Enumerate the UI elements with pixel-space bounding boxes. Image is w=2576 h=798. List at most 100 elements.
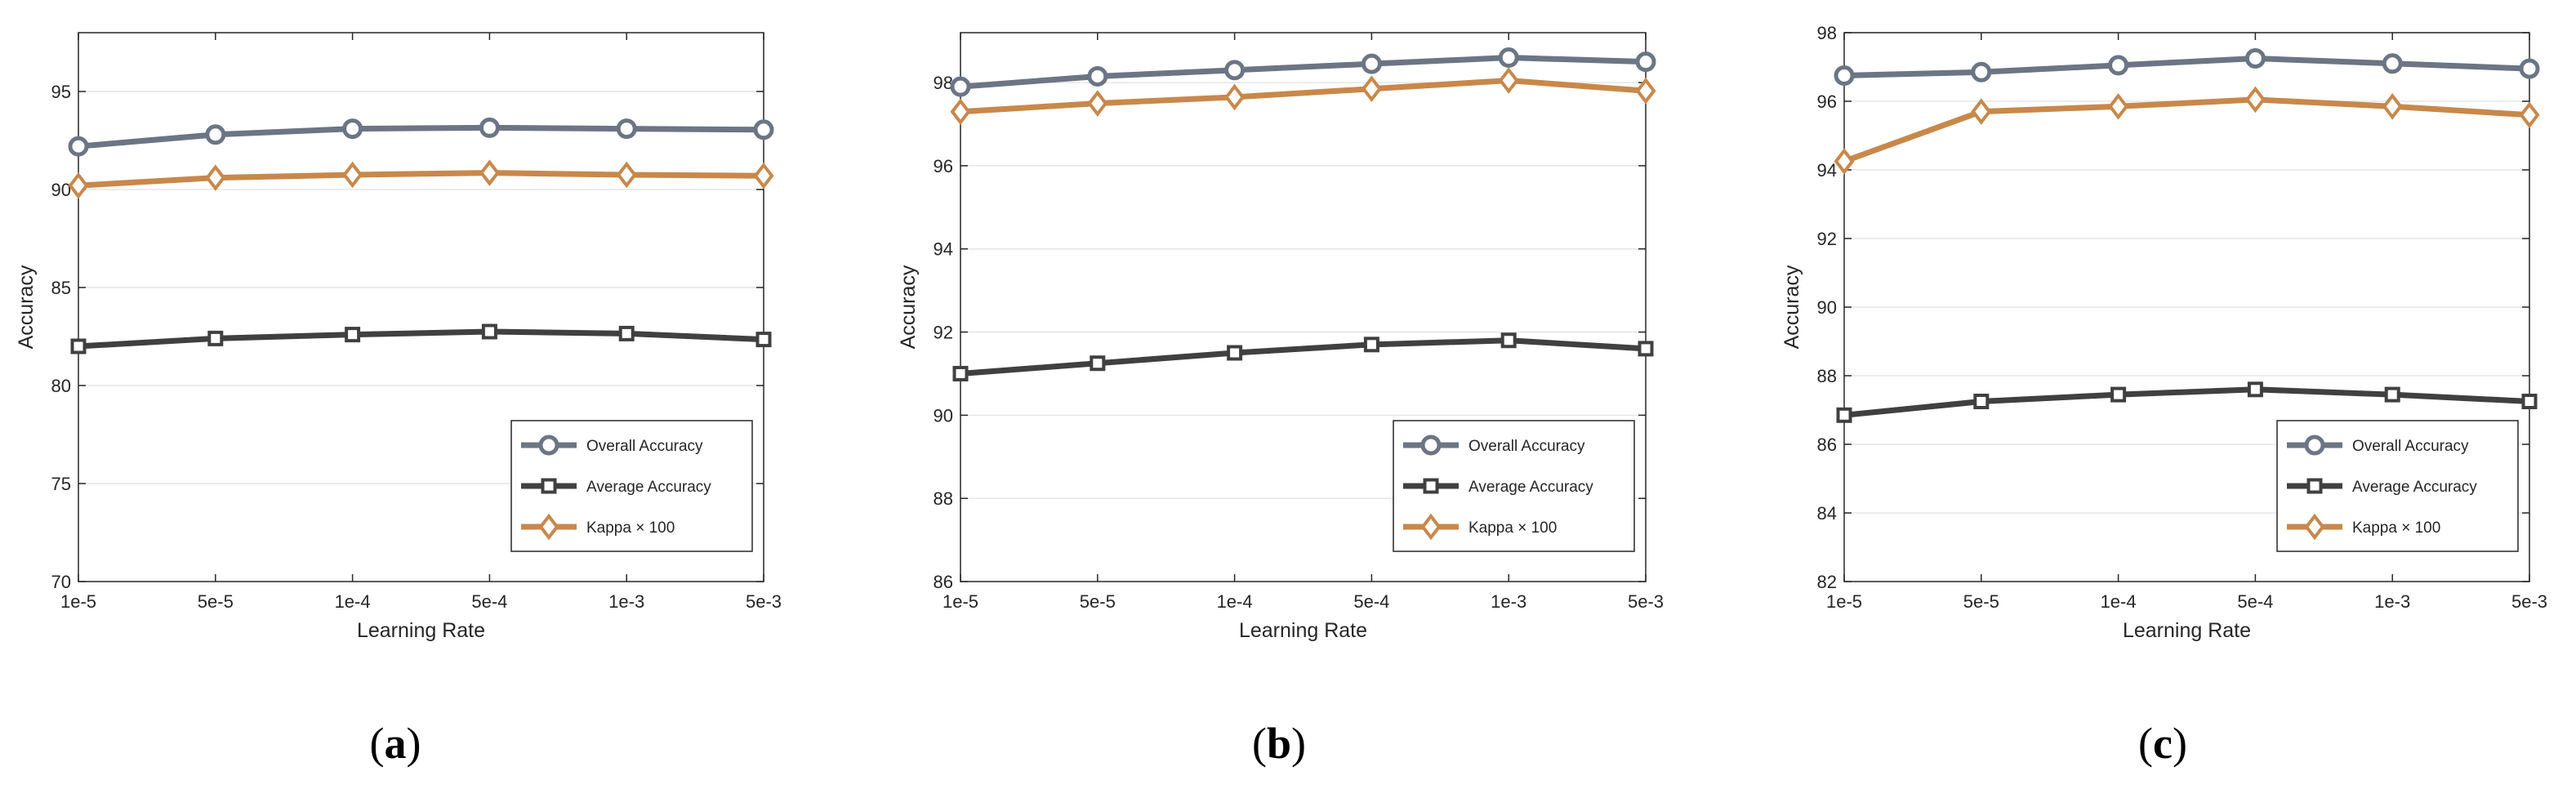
data-point — [950, 98, 971, 126]
data-point — [2244, 86, 2266, 114]
legend-marker — [2304, 513, 2325, 541]
legend: Overall Accuracy Average Accuracy Kappa × … — [1393, 420, 1635, 552]
data-point — [207, 330, 224, 346]
y-axis-label: Accuracy — [15, 265, 38, 349]
y-axis-label: Accuracy — [1780, 265, 1803, 349]
data-point — [616, 118, 637, 140]
data-point — [2382, 93, 2403, 120]
data-point — [345, 327, 361, 343]
data-point — [205, 164, 226, 191]
series-1 — [952, 332, 1654, 381]
x-axis-label: Learning Rate — [1239, 619, 1367, 642]
legend-label: Kappa × 100 — [586, 519, 675, 537]
data-point — [1087, 65, 1108, 87]
y-tick-label: 98 — [934, 73, 953, 93]
y-tick-label: 92 — [934, 323, 953, 343]
x-tick-label: 5e-5 — [198, 591, 234, 612]
series-line — [960, 337, 1647, 377]
chart-c: 82 84 86 88 90 92 94 96 98 1e-5 5e-5 1e-4 5e-4 1e-3 5e… — [1780, 23, 2547, 768]
data-point — [616, 161, 637, 189]
legend-label: Overall Accuracy — [2352, 438, 2469, 455]
y-tick-label: 90 — [51, 180, 71, 200]
legend-label: Kappa × 100 — [1468, 519, 1557, 537]
x-tick-label: 5e-4 — [471, 591, 507, 612]
legend: Overall Accuracy Average Accuracy Kappa × … — [510, 420, 753, 552]
data-point — [205, 124, 226, 145]
y-axis-label: Accuracy — [897, 265, 920, 349]
y-tick-label: 94 — [934, 239, 953, 260]
legend-label: Average Accuracy — [586, 479, 711, 496]
x-tick-label: 1e-5 — [1826, 591, 1862, 612]
data-point — [950, 76, 971, 97]
x-tick-label: 1e-5 — [60, 591, 96, 612]
data-point — [2384, 386, 2400, 403]
caption: (b) — [1252, 719, 1306, 768]
series-2 — [1834, 86, 2540, 175]
data-point — [1363, 337, 1379, 353]
x-tick-label: 1e-3 — [608, 591, 644, 612]
x-tick-label: 1e-5 — [943, 591, 978, 612]
data-point — [952, 365, 969, 381]
data-point — [2247, 381, 2263, 398]
y-tick-label: 92 — [1817, 229, 1837, 249]
x-tick-label: 1e-3 — [2374, 591, 2410, 612]
series-1 — [70, 323, 772, 354]
x-tick-label: 5e-3 — [2511, 591, 2547, 612]
y-tick-label: 85 — [51, 278, 71, 298]
data-point — [753, 162, 774, 189]
data-point — [342, 161, 363, 189]
x-tick-label: 5e-3 — [1628, 591, 1664, 612]
data-point — [2108, 55, 2129, 76]
data-point — [2519, 58, 2540, 79]
legend-marker — [2304, 435, 2325, 456]
y-tick-label: 80 — [51, 376, 71, 396]
data-point — [68, 136, 89, 157]
data-point — [1498, 47, 1519, 69]
legend-label: Kappa × 100 — [2352, 519, 2440, 537]
data-point — [1090, 355, 1106, 372]
legend: Overall Accuracy Average Accuracy Kappa × … — [2276, 420, 2519, 552]
plot-area — [960, 32, 1647, 582]
plot-area — [78, 32, 764, 582]
y-tick-label: 95 — [51, 82, 71, 102]
x-tick-label: 1e-4 — [335, 591, 371, 612]
x-tick-label: 1e-4 — [1217, 591, 1253, 612]
data-point — [1638, 341, 1654, 357]
data-point — [2110, 386, 2127, 403]
y-tick-label: 75 — [51, 474, 71, 494]
data-point — [2521, 394, 2538, 409]
data-point — [1227, 345, 1243, 361]
chart-b: 86 88 90 92 94 96 98 1e-5 5e-5 1e-4 5e-4 1e-3 5e-3 Le… — [897, 32, 1664, 768]
series-line — [960, 78, 1647, 115]
y-tick-label: 90 — [934, 405, 953, 426]
series-1 — [1836, 381, 2538, 423]
series-line — [1843, 96, 2530, 164]
y-tick-label: 96 — [1817, 91, 1837, 112]
data-point — [755, 332, 772, 348]
series-line — [1843, 56, 2530, 78]
series-line — [960, 55, 1647, 90]
x-axis-label: Learning Rate — [2123, 619, 2251, 642]
x-tick-label: 5e-4 — [1353, 591, 1389, 612]
data-point — [2382, 53, 2403, 74]
y-tick-label: 98 — [1817, 23, 1837, 43]
y-tick-label: 88 — [1817, 366, 1837, 386]
data-point — [1361, 75, 1382, 103]
data-point — [2244, 48, 2266, 69]
series-line — [1843, 386, 2530, 418]
y-tick-label: 86 — [1817, 435, 1837, 455]
data-point — [1500, 332, 1517, 349]
data-point — [1971, 98, 1992, 125]
series-0 — [1834, 48, 2540, 86]
data-point — [618, 325, 635, 341]
data-point — [481, 323, 497, 340]
data-point — [753, 119, 774, 140]
data-point — [479, 117, 500, 138]
data-point — [1635, 77, 1656, 105]
y-tick-label: 90 — [1817, 297, 1837, 318]
data-point — [1971, 61, 1992, 82]
legend-marker — [541, 478, 557, 494]
y-tick-label: 70 — [51, 572, 71, 592]
data-point — [1834, 148, 1855, 175]
legend-label: Overall Accuracy — [586, 438, 703, 455]
